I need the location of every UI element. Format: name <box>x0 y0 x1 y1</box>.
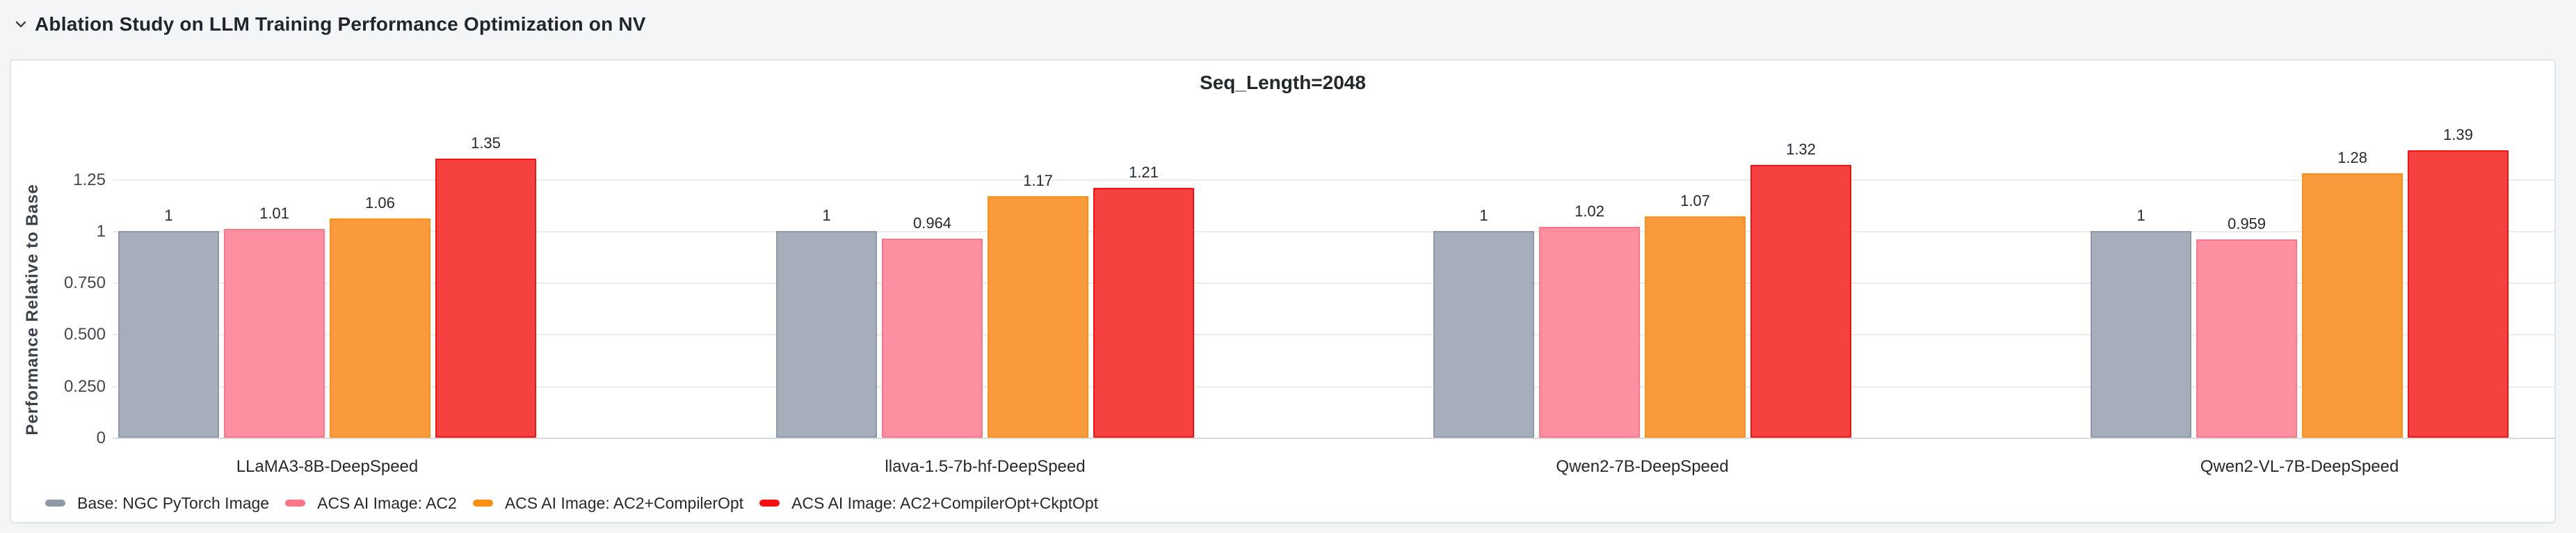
bar-value-label: 1.02 <box>1575 202 1604 220</box>
gridline <box>113 180 2556 181</box>
legend-swatch-icon <box>472 500 493 507</box>
y-tick-label: 0.750 <box>63 273 106 292</box>
bar-value-label: 1.06 <box>365 194 395 212</box>
gridline <box>113 231 2556 232</box>
y-tick-label: 0.500 <box>63 325 106 344</box>
legend-item[interactable]: ACS AI Image: AC2+CompilerOpt+CkptOpt <box>759 494 1098 513</box>
y-axis-title: Performance Relative to Base <box>23 184 42 436</box>
y-tick-label: 0 <box>96 429 106 447</box>
legend-label: ACS AI Image: AC2 <box>317 493 457 512</box>
gridline <box>113 334 2556 335</box>
bar[interactable] <box>224 229 325 438</box>
gridline <box>113 438 2556 439</box>
bar-value-label: 1.07 <box>1680 192 1710 209</box>
legend-label: ACS AI Image: AC2+CompilerOpt+CkptOpt <box>791 493 1099 512</box>
bar-value-label: 1 <box>822 207 831 224</box>
bar-value-label: 0.964 <box>912 214 952 232</box>
legend-swatch-icon <box>285 500 306 507</box>
bar[interactable] <box>882 239 983 438</box>
bar[interactable] <box>2302 173 2403 438</box>
bar-value-label: 1.32 <box>1786 141 1816 158</box>
legend-swatch-icon <box>45 500 65 507</box>
y-tick-label: 1.25 <box>73 170 106 189</box>
legend-label: Base: NGC PyTorch Image <box>77 493 270 512</box>
bar[interactable] <box>988 196 1088 438</box>
bar-value-label: 1.39 <box>2443 126 2473 143</box>
panel-title[interactable]: Seq_Length=2048 <box>1200 72 1366 93</box>
bar-value-label: 0.959 <box>2227 215 2267 232</box>
bar[interactable] <box>1645 216 1746 438</box>
bar[interactable] <box>1750 165 1851 438</box>
legend-item[interactable]: ACS AI Image: AC2+CompilerOpt <box>472 493 744 513</box>
bar-value-label: 1.28 <box>2337 149 2367 166</box>
gridline <box>113 283 2556 284</box>
bar[interactable] <box>118 231 219 438</box>
chart-legend: Base: NGC PyTorch Image ACS AI Image: AC2… <box>45 493 1098 514</box>
bar[interactable] <box>2408 150 2509 438</box>
x-category-label: LLaMA3-8B-DeepSpeed <box>236 457 419 476</box>
bar[interactable] <box>1093 188 1194 438</box>
bar-value-label: 1 <box>164 207 173 224</box>
bar-value-label: 1.01 <box>259 205 289 222</box>
bar-value-label: 1.17 <box>1023 172 1053 189</box>
bar[interactable] <box>330 218 430 438</box>
chevron-down-icon <box>15 21 26 28</box>
bar-value-label: 1 <box>2136 207 2146 224</box>
x-category-label: Qwen2-7B-DeepSpeed <box>1556 457 1729 476</box>
legend-item[interactable]: Base: NGC PyTorch Image <box>45 494 269 513</box>
bar-value-label: 1.21 <box>1129 164 1159 181</box>
bar[interactable] <box>2091 231 2191 438</box>
legend-label: ACS AI Image: AC2+CompilerOpt <box>504 493 744 512</box>
bar[interactable] <box>1539 227 1640 438</box>
row-collapse-toggle[interactable]: Ablation Study on LLM Training Performan… <box>0 13 646 35</box>
bar[interactable] <box>1433 231 1534 438</box>
gridline <box>113 386 2556 388</box>
row-title[interactable]: Ablation Study on LLM Training Performan… <box>35 13 646 35</box>
y-tick-label: 1 <box>96 222 106 241</box>
chart-panel: Seq_Length=2048 Performance Relative to … <box>10 59 2556 523</box>
bar[interactable] <box>2196 239 2297 438</box>
dashboard-row-header: Ablation Study on LLM Training Performan… <box>0 0 2576 49</box>
bar[interactable] <box>435 159 536 438</box>
x-category-label: Qwen2-VL-7B-DeepSpeed <box>2200 457 2399 476</box>
bar-value-label: 1 <box>1479 207 1488 224</box>
bar-chart-plot: Performance Relative to Base 0 0.250 0.500… <box>11 61 2556 522</box>
bar[interactable] <box>776 231 877 438</box>
legend-swatch-icon <box>759 500 780 507</box>
x-category-label: llava-1.5-7b-hf-DeepSpeed <box>885 457 1086 476</box>
bar-value-label: 1.35 <box>471 134 501 152</box>
legend-item[interactable]: ACS AI Image: AC2 <box>285 494 457 513</box>
y-tick-label: 0.250 <box>63 377 106 396</box>
